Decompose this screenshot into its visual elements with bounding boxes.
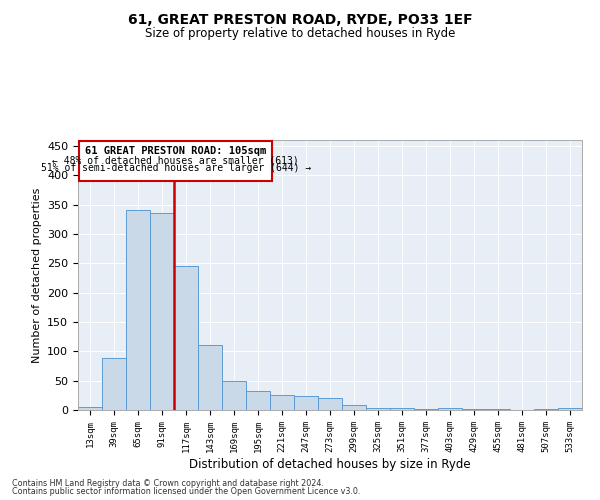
Bar: [318, 398, 342, 410]
Bar: [246, 391, 270, 410]
Bar: [126, 210, 150, 410]
Bar: [174, 266, 198, 410]
Bar: [150, 214, 174, 410]
Bar: [366, 408, 390, 410]
Text: Contains public sector information licensed under the Open Government Licence v3: Contains public sector information licen…: [12, 487, 361, 496]
Bar: [558, 408, 582, 410]
Text: Contains HM Land Registry data © Crown copyright and database right 2024.: Contains HM Land Registry data © Crown c…: [12, 478, 324, 488]
Bar: [462, 409, 486, 410]
Text: 61 GREAT PRESTON ROAD: 105sqm: 61 GREAT PRESTON ROAD: 105sqm: [85, 146, 266, 156]
Text: ← 48% of detached houses are smaller (613): ← 48% of detached houses are smaller (61…: [52, 156, 299, 166]
Bar: [438, 408, 462, 410]
Bar: [270, 394, 294, 410]
Y-axis label: Number of detached properties: Number of detached properties: [32, 188, 41, 362]
Bar: [390, 408, 414, 410]
Bar: [294, 396, 318, 410]
X-axis label: Distribution of detached houses by size in Ryde: Distribution of detached houses by size …: [189, 458, 471, 470]
FancyBboxPatch shape: [79, 141, 272, 181]
Bar: [342, 406, 366, 410]
Bar: [102, 358, 126, 410]
Text: Size of property relative to detached houses in Ryde: Size of property relative to detached ho…: [145, 28, 455, 40]
Text: 61, GREAT PRESTON ROAD, RYDE, PO33 1EF: 61, GREAT PRESTON ROAD, RYDE, PO33 1EF: [128, 12, 472, 26]
Bar: [198, 346, 222, 410]
Bar: [414, 409, 438, 410]
Text: 51% of semi-detached houses are larger (644) →: 51% of semi-detached houses are larger (…: [41, 164, 311, 173]
Bar: [78, 407, 102, 410]
Bar: [222, 381, 246, 410]
